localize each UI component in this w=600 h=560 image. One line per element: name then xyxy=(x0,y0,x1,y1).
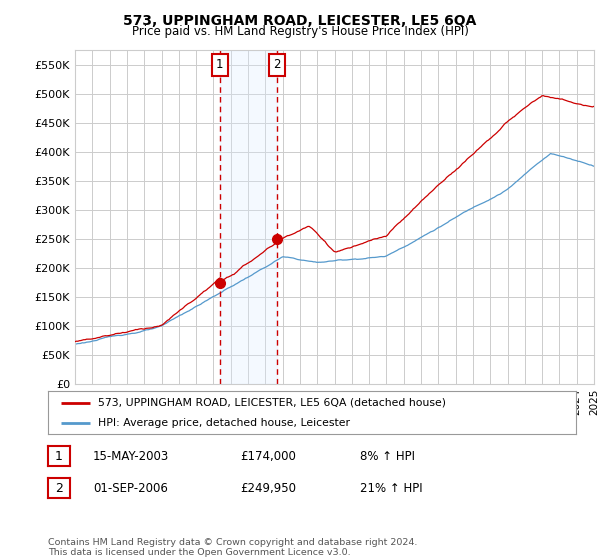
Text: 15-MAY-2003: 15-MAY-2003 xyxy=(93,450,169,463)
Text: HPI: Average price, detached house, Leicester: HPI: Average price, detached house, Leic… xyxy=(98,418,350,427)
Text: Contains HM Land Registry data © Crown copyright and database right 2024.
This d: Contains HM Land Registry data © Crown c… xyxy=(48,538,418,557)
Text: 1: 1 xyxy=(55,450,63,463)
Text: 1: 1 xyxy=(216,58,224,71)
Text: £249,950: £249,950 xyxy=(240,482,296,495)
Text: 2: 2 xyxy=(55,482,63,495)
Text: 8% ↑ HPI: 8% ↑ HPI xyxy=(360,450,415,463)
Text: £174,000: £174,000 xyxy=(240,450,296,463)
Bar xyxy=(220,50,277,384)
Text: 573, UPPINGHAM ROAD, LEICESTER, LE5 6QA: 573, UPPINGHAM ROAD, LEICESTER, LE5 6QA xyxy=(124,14,476,28)
Text: 21% ↑ HPI: 21% ↑ HPI xyxy=(360,482,422,495)
Text: 01-SEP-2006: 01-SEP-2006 xyxy=(93,482,168,495)
Text: 573, UPPINGHAM ROAD, LEICESTER, LE5 6QA (detached house): 573, UPPINGHAM ROAD, LEICESTER, LE5 6QA … xyxy=(98,398,446,408)
Text: Price paid vs. HM Land Registry's House Price Index (HPI): Price paid vs. HM Land Registry's House … xyxy=(131,25,469,38)
Text: 2: 2 xyxy=(273,58,281,71)
